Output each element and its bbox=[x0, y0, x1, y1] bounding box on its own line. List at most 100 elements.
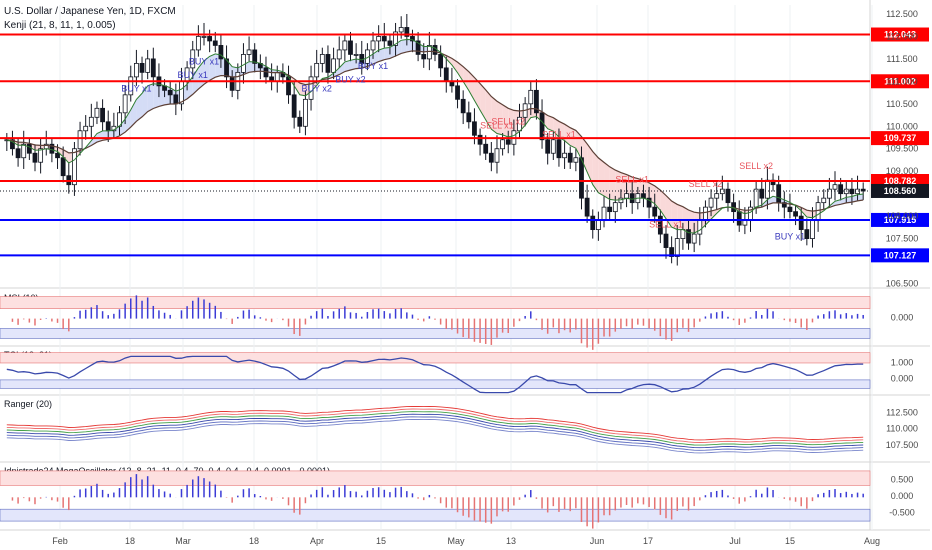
level-price-tag bbox=[871, 131, 929, 146]
ma-cloud-segment bbox=[654, 185, 661, 211]
candle-body bbox=[139, 62, 145, 73]
candle-body bbox=[252, 49, 258, 64]
main-price-pane[interactable] bbox=[0, 13, 870, 266]
ma-cloud-segment bbox=[564, 124, 571, 146]
ma-cloud-segment bbox=[508, 108, 514, 137]
ma-cloud-segment bbox=[598, 157, 605, 196]
candle-body bbox=[472, 121, 477, 136]
candle-body bbox=[714, 193, 720, 199]
time-tick-label: 17 bbox=[643, 536, 653, 546]
horizontal-levels[interactable]: 112.043 111.002 109.737 108.782 107.915 107.1… bbox=[0, 27, 929, 263]
ma-cloud-segment bbox=[130, 99, 137, 128]
sell-signal-label: SELL x2 bbox=[739, 161, 773, 171]
ma-cloud-segment bbox=[401, 39, 407, 54]
candle-body bbox=[88, 116, 94, 127]
candle-body bbox=[167, 89, 173, 96]
ma-cloud-segment bbox=[463, 66, 469, 91]
candle-body bbox=[759, 188, 765, 199]
candle-body bbox=[483, 143, 489, 154]
candle-body bbox=[691, 233, 697, 244]
ma-cloud-segment bbox=[592, 151, 599, 193]
candle-body bbox=[528, 89, 534, 105]
level-price-tag bbox=[871, 212, 929, 227]
candle-body bbox=[787, 206, 793, 213]
candle-body bbox=[545, 139, 551, 154]
time-tick-label: 18 bbox=[249, 536, 259, 546]
candle-body bbox=[595, 220, 601, 231]
ma-cloud-segment bbox=[344, 60, 351, 72]
candle-body bbox=[488, 152, 494, 163]
ma-cloud-segment bbox=[806, 210, 813, 218]
candle-body bbox=[77, 130, 83, 150]
candle-body bbox=[798, 215, 804, 231]
buy-signal-label: BUY x2 bbox=[335, 74, 365, 84]
buy-signal-label: BUY x1 bbox=[121, 83, 151, 93]
level-price-label: 107.127 bbox=[884, 250, 917, 260]
candle-body bbox=[860, 188, 866, 192]
candle-body bbox=[100, 107, 105, 123]
level-price-tag bbox=[871, 74, 929, 89]
level-price-label: 108.782 bbox=[884, 176, 917, 186]
lower-band bbox=[0, 328, 871, 339]
candle-body bbox=[804, 229, 810, 239]
candle-body bbox=[393, 31, 398, 46]
candle-body bbox=[105, 121, 111, 132]
candle-body bbox=[742, 220, 748, 226]
pane-tick-label: 0.000 bbox=[891, 491, 914, 501]
ranger-band-line bbox=[6, 416, 864, 451]
ma-cloud-segment bbox=[767, 196, 774, 205]
candle-body bbox=[776, 184, 782, 204]
indicator-panes[interactable]: MSI (10)0.000TCI (13, 21)1.0000.000Range… bbox=[0, 293, 918, 529]
ma-cloud-segment bbox=[339, 61, 345, 75]
ma-cloud-segment bbox=[136, 93, 143, 122]
ma-cloud-segment bbox=[204, 56, 210, 85]
ma-cloud-segment bbox=[147, 83, 154, 112]
price-tick-label: 110.500 bbox=[886, 99, 918, 109]
ma-cloud-segment bbox=[153, 83, 159, 109]
candle-body bbox=[793, 211, 798, 217]
candle-body bbox=[381, 36, 387, 42]
candle-body bbox=[173, 94, 179, 105]
candle-body bbox=[765, 179, 770, 199]
candle-body bbox=[122, 94, 128, 114]
candle-body bbox=[641, 193, 646, 199]
level-price-tag bbox=[871, 248, 929, 263]
candle-body bbox=[32, 152, 38, 163]
ma-cloud-segment bbox=[711, 209, 717, 220]
price-tick-label: 111.500 bbox=[886, 54, 917, 64]
level-price-tag bbox=[871, 27, 929, 42]
time-tick-label: May bbox=[447, 536, 465, 546]
candle-body bbox=[404, 27, 410, 37]
candle-body bbox=[145, 58, 151, 73]
price-tick-label: 107.500 bbox=[886, 234, 919, 244]
ranger-band-line bbox=[6, 413, 864, 449]
ma-cloud-segment bbox=[547, 115, 554, 132]
buy-signal-label: BUY x1 bbox=[178, 70, 208, 80]
level-price-label: 107.915 bbox=[884, 215, 917, 225]
price-tick-label: 109.500 bbox=[886, 144, 919, 154]
ma-cloud-segment bbox=[851, 194, 858, 203]
candle-body bbox=[15, 148, 21, 159]
candle-body bbox=[398, 27, 404, 33]
candle-body bbox=[201, 36, 207, 38]
candle-body bbox=[387, 40, 393, 46]
time-tick-label: Feb bbox=[52, 536, 68, 546]
candle-body bbox=[60, 157, 66, 177]
pane-tick-label: 112.500 bbox=[886, 407, 918, 417]
price-tick-label: 112.000 bbox=[886, 31, 918, 41]
price-tick-label: 112.500 bbox=[886, 9, 918, 19]
price-tick-label: 111.000 bbox=[886, 76, 917, 86]
ma-cloud-segment bbox=[142, 85, 148, 117]
candle-body bbox=[297, 116, 303, 127]
candle-body bbox=[815, 202, 821, 222]
candle-body bbox=[674, 238, 680, 257]
candle-body bbox=[274, 71, 280, 82]
buy-signal-label: BUY x2 bbox=[302, 83, 332, 93]
ma-cloud-segment bbox=[468, 71, 475, 101]
candle-body bbox=[466, 112, 472, 123]
candle-body bbox=[342, 40, 348, 51]
candle-body bbox=[291, 94, 297, 118]
lower-band bbox=[0, 379, 871, 389]
